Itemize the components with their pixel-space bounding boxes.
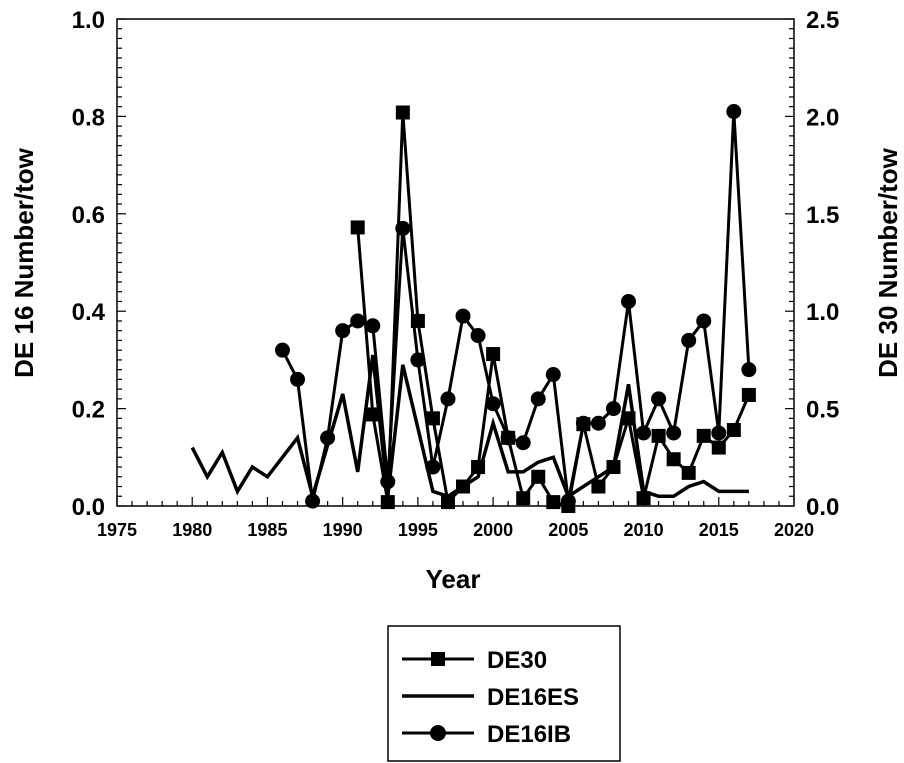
data-point-de30	[516, 491, 531, 506]
axis-ticks: 1975 1980 1985 1990 1995 2000 2005 2010 2015 2020…	[72, 7, 840, 540]
legend-circle-marker	[430, 725, 446, 741]
data-point-de16ib	[395, 220, 411, 236]
data-point-de16ib	[350, 313, 366, 329]
x-tick-label: 1980	[172, 520, 212, 540]
legend-box	[387, 625, 621, 762]
data-point-de30	[395, 105, 410, 120]
x-tick-label: 2020	[774, 520, 814, 540]
data-point-de30	[711, 440, 726, 455]
data-point-de16ib	[711, 425, 727, 441]
data-point-de16ib	[440, 391, 456, 407]
data-point-de30	[741, 387, 756, 402]
data-point-de30	[365, 407, 380, 422]
data-point-de30	[591, 479, 606, 494]
data-point-de30	[350, 220, 365, 235]
series-layer	[190, 104, 757, 513]
data-point-de30	[726, 423, 741, 438]
legend-label-de30: DE30	[487, 647, 547, 674]
y-left-tick-label: 0.8	[72, 104, 105, 131]
y-left-tick-label: 1.0	[72, 7, 105, 34]
data-point-de30	[651, 428, 666, 443]
x-tick-label: 1995	[398, 520, 438, 540]
data-point-de16ib	[290, 371, 306, 387]
legend-label-de16es: DE16ES	[487, 684, 579, 711]
data-point-de16ib	[365, 318, 381, 334]
data-point-de16ib	[651, 391, 667, 407]
plot-border	[116, 18, 795, 507]
data-point-de16ib	[696, 313, 712, 329]
legend-label-de16ib: DE16IB	[487, 721, 571, 748]
series-line-de30	[356, 112, 751, 508]
data-point-de16ib	[621, 293, 637, 309]
y-left-tick-label: 0.4	[72, 299, 106, 326]
y-right-tick-label: 2.5	[806, 7, 839, 34]
y-right-tick-label: 0.0	[806, 494, 839, 521]
x-tick-label: 2000	[473, 520, 513, 540]
y-axis-left-title: DE 16 Number/tow	[9, 147, 39, 377]
series-line-de16es	[190, 354, 749, 503]
series-de16ib	[274, 104, 757, 509]
y-axis-right-title: DE 30 Number/tow	[873, 147, 903, 377]
x-tick-label: 1985	[247, 520, 287, 540]
legend-item-de16ib: DE16IB	[402, 721, 571, 748]
data-point-de30	[546, 495, 561, 510]
data-point-de16ib	[636, 425, 652, 441]
data-point-de30	[696, 428, 711, 443]
y-right-tick-label: 1.5	[806, 202, 839, 229]
data-point-de30	[636, 491, 651, 506]
data-point-de30	[425, 411, 440, 426]
data-point-de16ib	[575, 415, 591, 431]
legend-item-de16es: DE16ES	[402, 684, 579, 711]
y-right-tick-label: 1.0	[806, 299, 839, 326]
x-axis-title: Year	[426, 564, 481, 594]
data-point-de16ib	[500, 430, 516, 446]
data-point-de16ib	[320, 430, 336, 446]
data-point-de16ib	[590, 415, 606, 431]
series-de16es	[190, 354, 749, 503]
data-point-de16ib	[305, 493, 321, 509]
x-tick-label: 2010	[624, 520, 664, 540]
x-tick-label: 1990	[323, 520, 363, 540]
data-point-de16ib	[666, 425, 682, 441]
data-point-de16ib	[545, 367, 561, 383]
x-tick-label: 1975	[97, 520, 137, 540]
y-right-tick-label: 2.0	[806, 104, 839, 131]
y-left-tick-label: 0.0	[72, 494, 105, 521]
data-point-de16ib	[274, 342, 290, 358]
data-point-de16ib	[530, 391, 546, 407]
data-point-de16ib	[605, 401, 621, 417]
data-point-de16ib	[455, 308, 471, 324]
data-point-de16ib	[410, 352, 426, 368]
plot-frame	[116, 18, 795, 507]
data-point-de16ib	[380, 474, 396, 490]
data-point-de16ib	[485, 396, 501, 412]
y-left-tick-label: 0.6	[72, 202, 105, 229]
data-point-de16ib	[425, 459, 441, 475]
data-point-de16ib	[681, 332, 697, 348]
data-point-de30	[380, 495, 395, 510]
legend-square-marker	[431, 652, 445, 666]
y-left-tick-label: 0.2	[72, 397, 105, 424]
legend: DE30 DE16ES DE16IB	[387, 625, 621, 762]
data-point-de30	[666, 452, 681, 467]
data-point-de16ib	[741, 362, 757, 378]
data-point-de30	[681, 465, 696, 480]
data-point-de16ib	[335, 323, 351, 339]
data-point-de16ib	[560, 493, 576, 509]
data-point-de30	[486, 347, 501, 362]
data-point-de16ib	[515, 435, 531, 451]
legend-item-de30: DE30	[402, 647, 547, 674]
data-point-de30	[531, 469, 546, 484]
data-point-de16ib	[470, 328, 486, 344]
x-tick-label: 2005	[548, 520, 588, 540]
data-point-de16ib	[726, 104, 742, 120]
x-tick-label: 2015	[699, 520, 739, 540]
y-right-tick-label: 0.5	[806, 397, 839, 424]
data-point-de30	[440, 495, 455, 510]
